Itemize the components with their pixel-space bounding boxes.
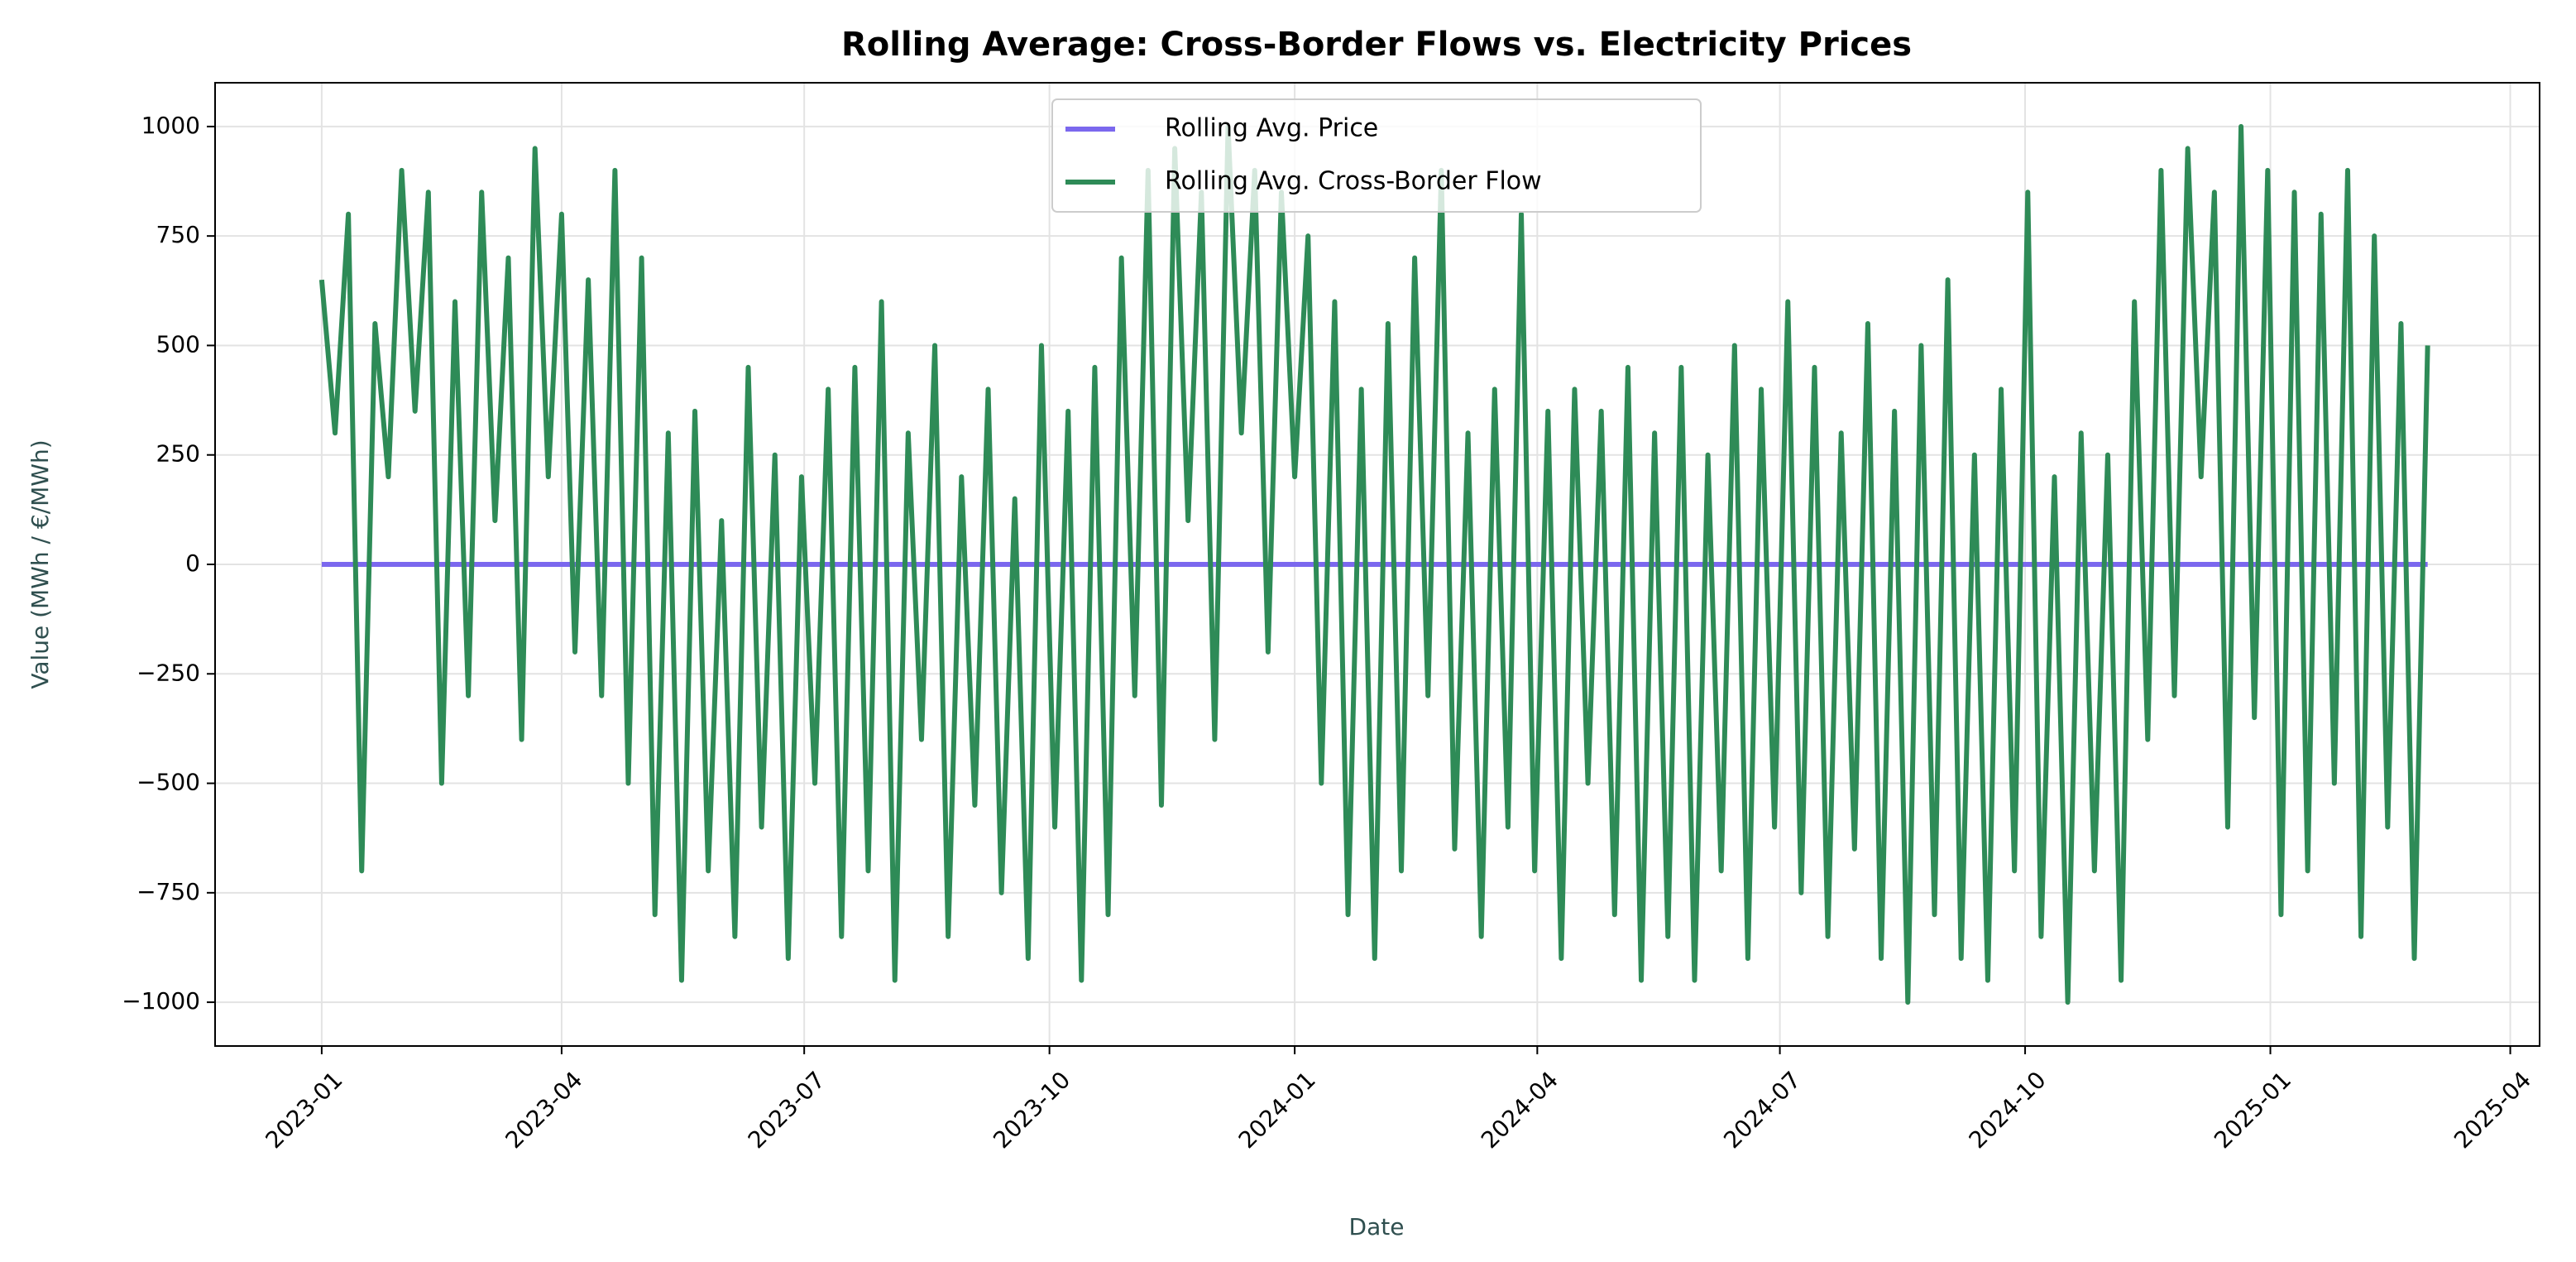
legend-label: Rolling Avg. Cross-Border Flow (1165, 167, 1542, 196)
x-axis-label: Date (1349, 1213, 1405, 1240)
y-tick-label: −1000 (122, 987, 200, 1015)
legend-box (1051, 98, 1702, 213)
y-axis-label: Value (MWh / €/MWh) (26, 439, 54, 689)
y-tick-label: −250 (136, 659, 200, 686)
plot-area (318, 123, 2430, 1005)
y-tick-label: 500 (156, 330, 200, 357)
y-tick-label: −500 (136, 769, 200, 796)
y-tick-label: 1000 (141, 112, 200, 139)
legend: Rolling Avg. Price Rolling Avg. Cross-Bor… (1051, 98, 1702, 213)
y-tick-label: 0 (185, 549, 200, 577)
series-line (318, 123, 2430, 1005)
y-tick-label: −750 (136, 878, 200, 905)
y-tick-label: 250 (156, 440, 200, 468)
legend-label: Rolling Avg. Price (1165, 114, 1378, 143)
y-tick-label: 750 (156, 221, 200, 248)
chart-title: Rolling Average: Cross-Border Flows vs. … (841, 26, 1912, 64)
